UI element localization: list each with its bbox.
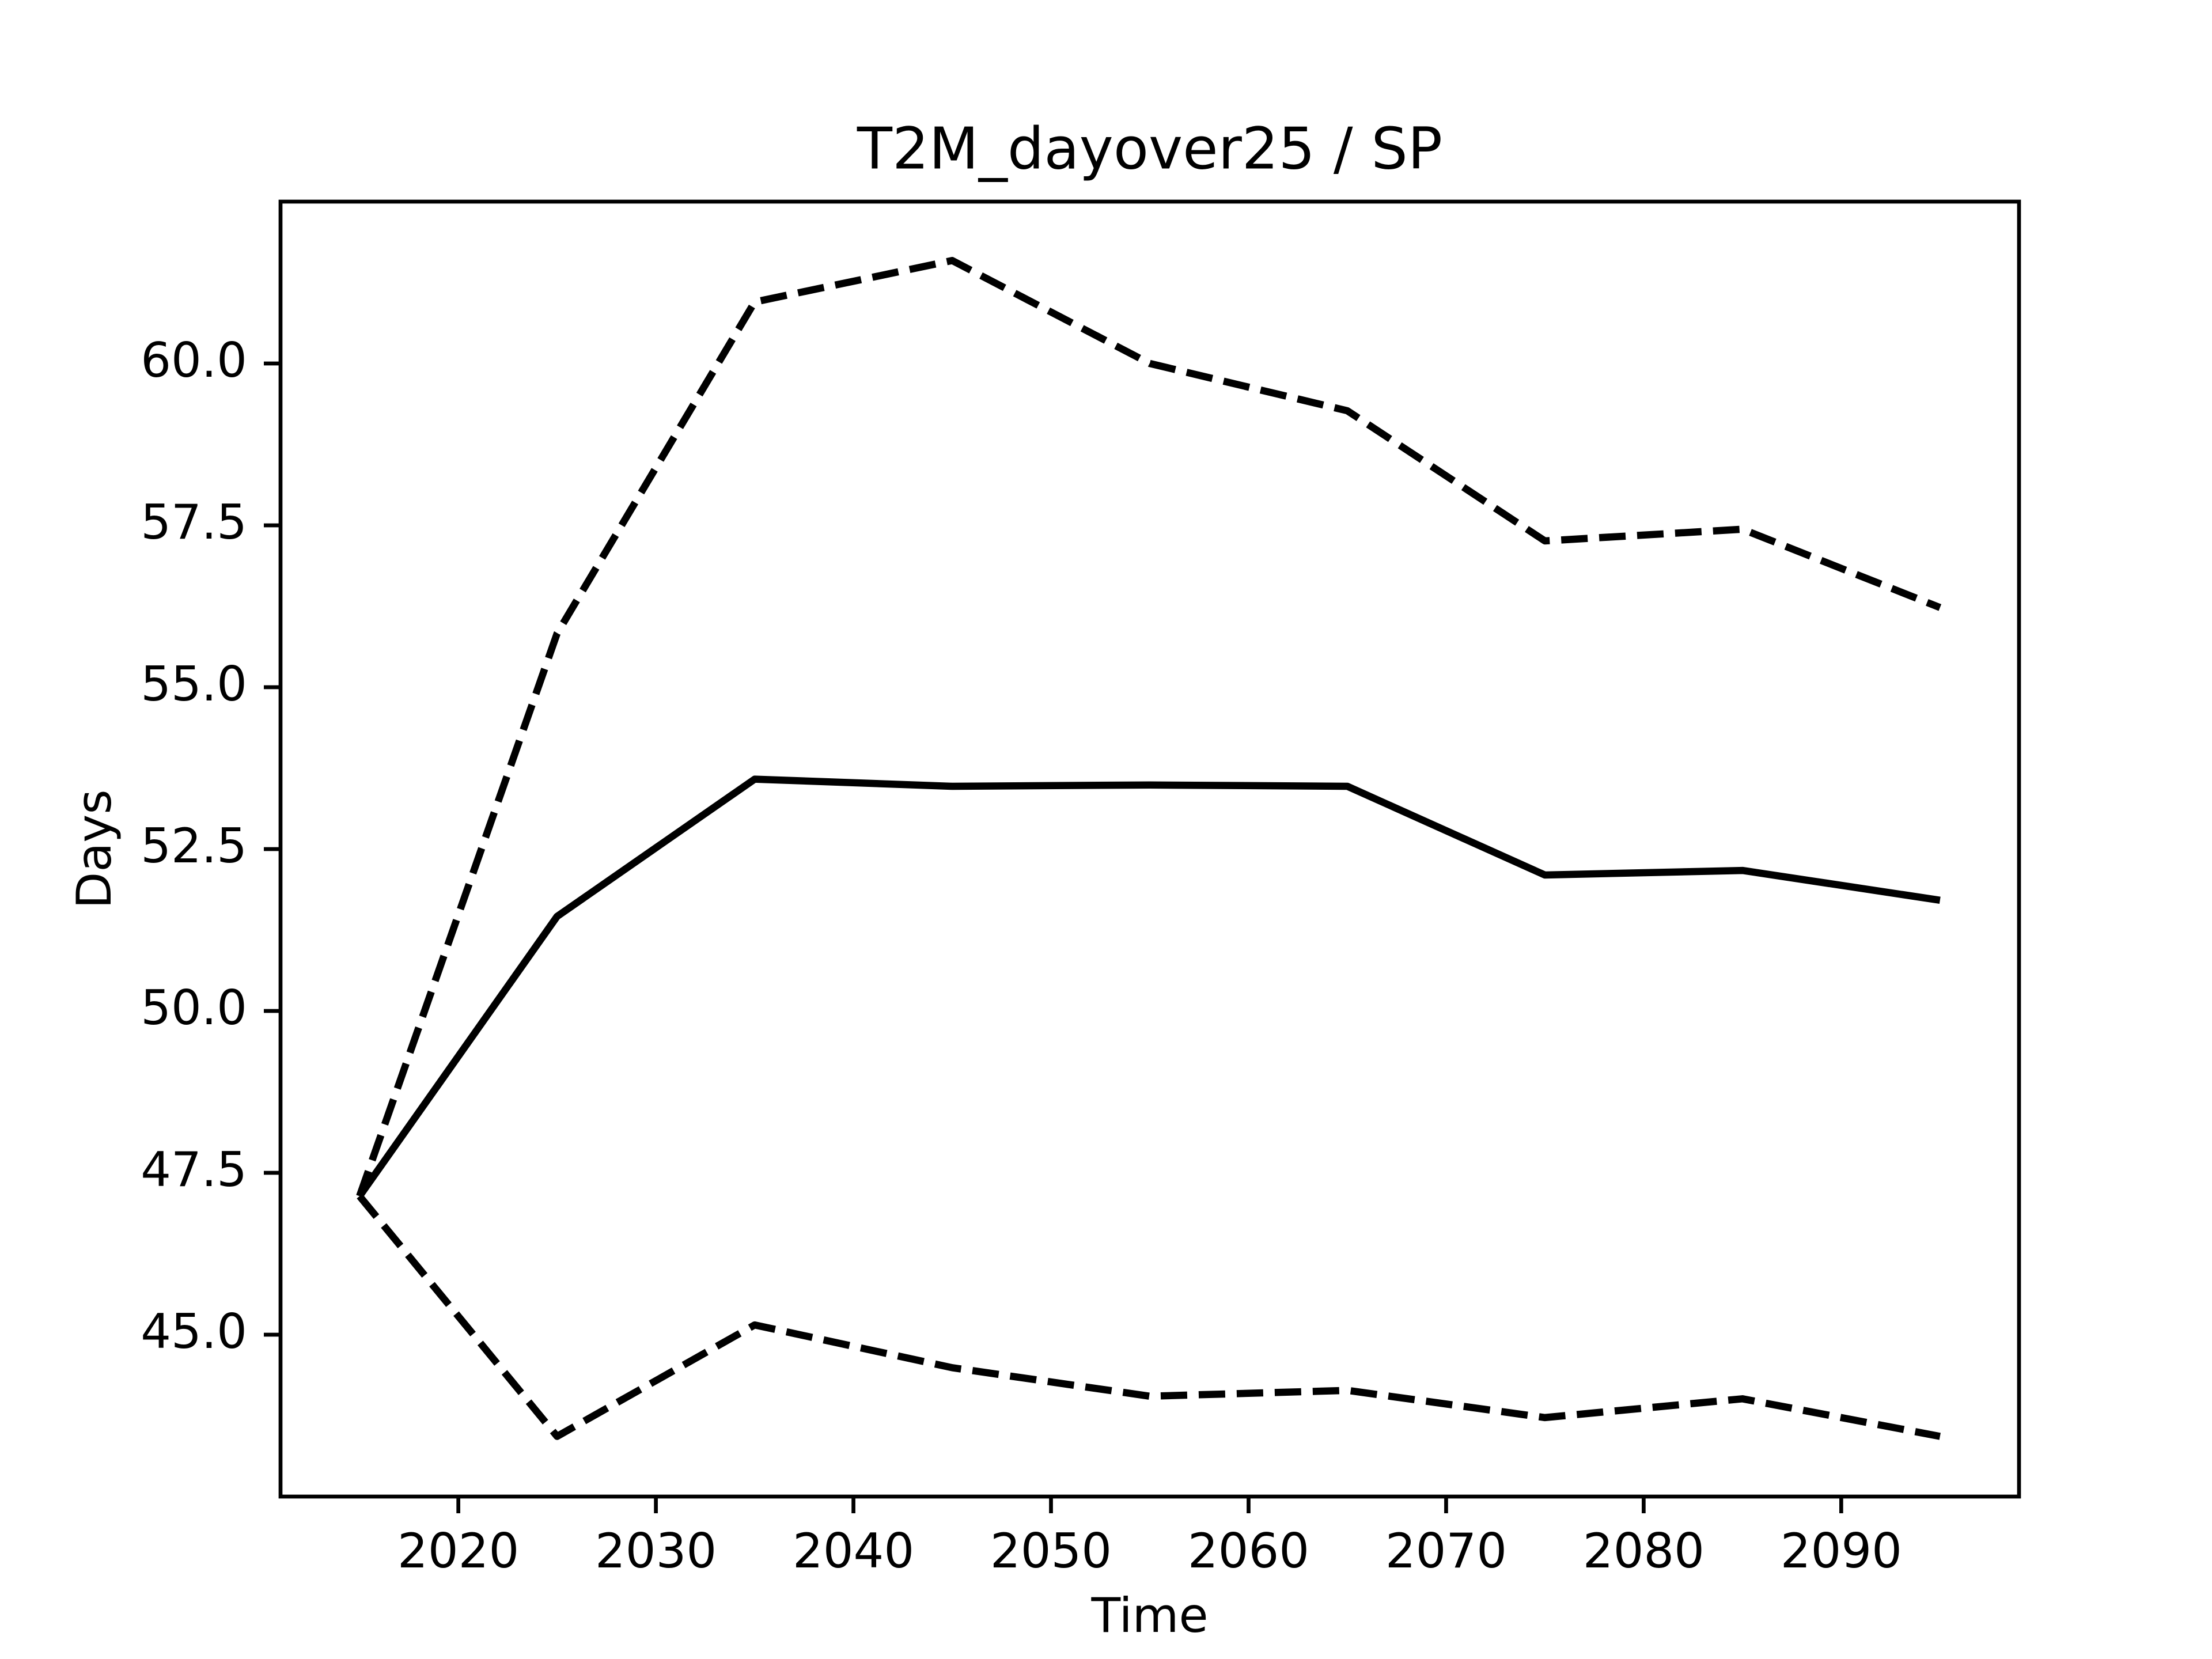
x-tick-label: 2090	[1781, 1523, 1902, 1579]
y-tick-label: 60.0	[141, 332, 247, 388]
series-line	[356, 257, 1942, 1198]
plot-frame	[278, 199, 2021, 1499]
x-tick-label: 2080	[1583, 1523, 1705, 1579]
series-line	[357, 775, 1941, 1199]
y-axis-label: Days	[66, 789, 122, 908]
y-tick-label: 50.0	[141, 980, 247, 1036]
x-tick-label: 2030	[595, 1523, 717, 1579]
x-tick-label: 2060	[1188, 1523, 1309, 1579]
y-tick-label: 57.5	[141, 494, 247, 550]
x-tick-label: 2020	[397, 1523, 519, 1579]
chart-title: T2M_dayover25 / SP	[857, 115, 1442, 182]
y-tick-label: 47.5	[141, 1142, 247, 1198]
x-axis-label: Time	[1090, 1588, 1208, 1643]
x-tick-label: 2070	[1385, 1523, 1507, 1579]
series-line	[357, 1194, 1941, 1440]
x-tick-label: 2040	[793, 1523, 914, 1579]
y-tick-label: 52.5	[141, 818, 247, 874]
y-tick-label: 55.0	[141, 656, 247, 712]
y-tick-label: 45.0	[141, 1304, 247, 1359]
x-tick-label: 2050	[990, 1523, 1112, 1579]
